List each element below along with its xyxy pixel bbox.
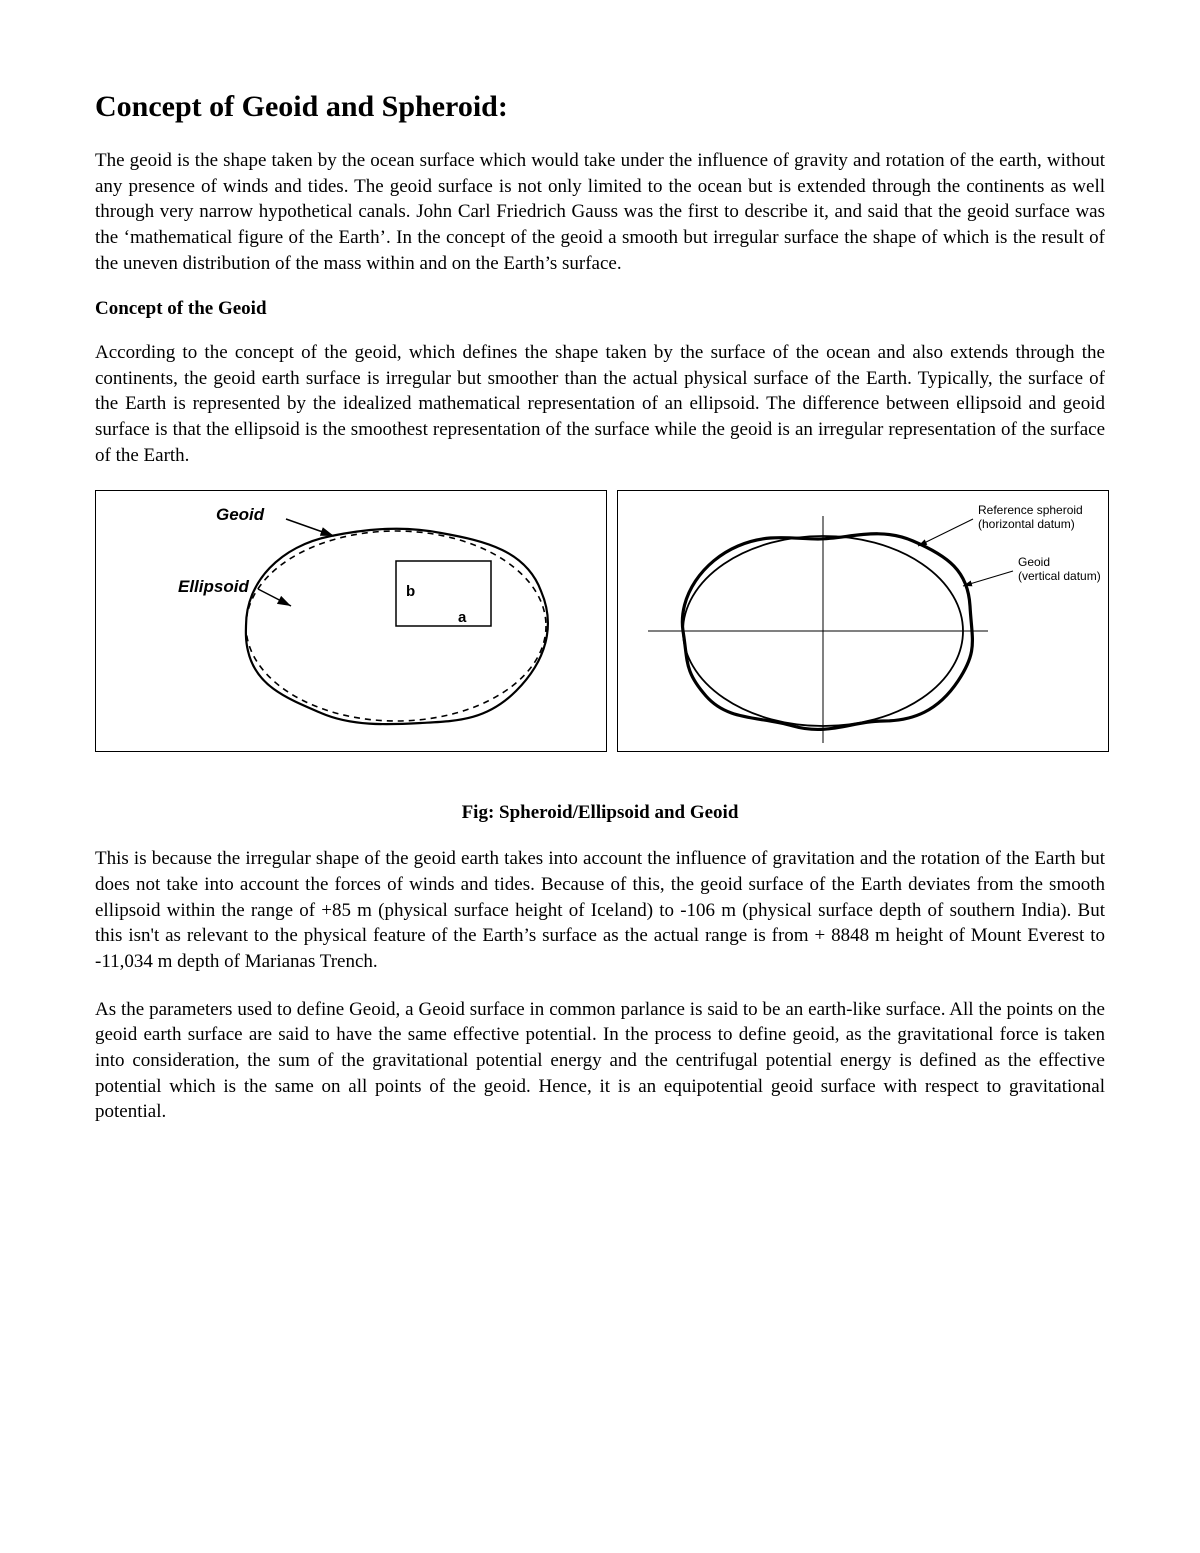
arrow-geoid	[286, 519, 334, 536]
figure-left-svg	[96, 491, 606, 751]
figure-left-box: Geoid Ellipsoid b a	[95, 490, 607, 752]
page-title: Concept of Geoid and Spheroid:	[95, 90, 1105, 124]
label-b: b	[406, 583, 415, 600]
paragraph-equipotential: As the parameters used to define Geoid, …	[95, 997, 1105, 1125]
document-page: Concept of Geoid and Spheroid: The geoid…	[0, 0, 1200, 1207]
label-geoid-right: Geoid	[1018, 555, 1050, 569]
figure-right-box: Reference spheroid (horizontal datum) Ge…	[617, 490, 1109, 752]
label-a: a	[458, 609, 466, 626]
label-geoid: Geoid	[216, 505, 264, 525]
paragraph-intro: The geoid is the shape taken by the ocea…	[95, 148, 1105, 276]
label-ellipsoid: Ellipsoid	[178, 577, 249, 597]
figure-row: Geoid Ellipsoid b a	[95, 490, 1105, 752]
paragraph-deviation: This is because the irregular shape of t…	[95, 846, 1105, 974]
paragraph-concept: According to the concept of the geoid, w…	[95, 340, 1105, 468]
subheading-concept: Concept of the Geoid	[95, 298, 1105, 320]
arrow-geoid-right	[963, 571, 1013, 586]
figure-caption: Fig: Spheroid/Ellipsoid and Geoid	[95, 802, 1105, 824]
label-ref-spheroid: Reference spheroid	[978, 503, 1083, 517]
arrow-ellipsoid	[258, 589, 291, 606]
arrow-ref-spheroid	[918, 519, 973, 546]
label-geoid-right-2: (vertical datum)	[1018, 569, 1101, 583]
label-ref-spheroid-2: (horizontal datum)	[978, 517, 1075, 531]
